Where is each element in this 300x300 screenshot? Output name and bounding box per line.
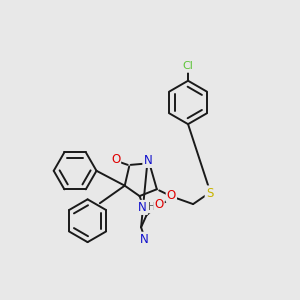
Text: O: O	[167, 189, 176, 202]
Text: H: H	[148, 202, 155, 212]
Text: Cl: Cl	[183, 61, 194, 71]
Text: Cl: Cl	[183, 61, 194, 71]
Text: N: N	[143, 154, 152, 167]
Text: S: S	[206, 187, 213, 200]
Text: O: O	[111, 153, 120, 166]
Text: H: H	[148, 202, 155, 212]
Text: S: S	[206, 187, 213, 200]
Text: O: O	[154, 199, 164, 212]
Text: O: O	[154, 199, 164, 212]
Text: O: O	[111, 153, 120, 166]
Text: N: N	[138, 201, 147, 214]
Text: N: N	[138, 201, 147, 214]
Text: N: N	[143, 154, 152, 167]
Text: O: O	[167, 189, 176, 202]
Text: N: N	[140, 233, 148, 246]
